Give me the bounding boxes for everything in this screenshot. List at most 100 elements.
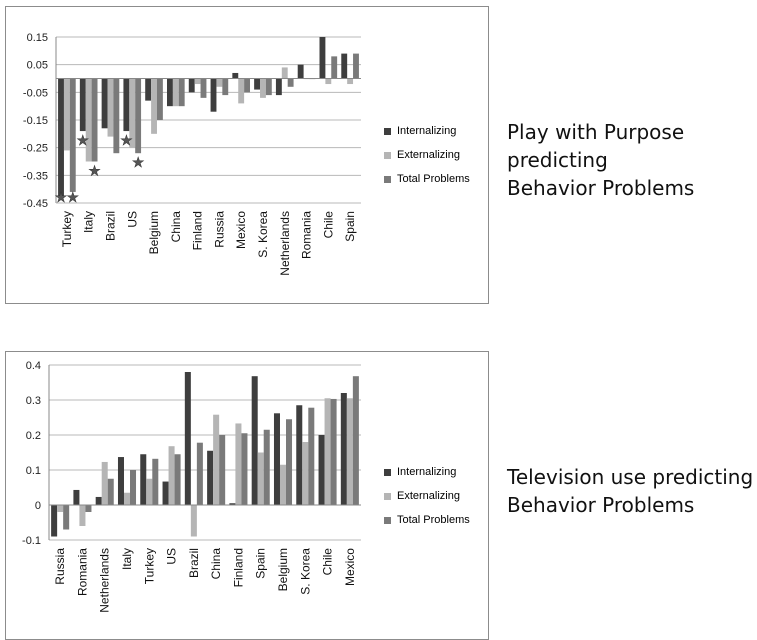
bar-italy-internalizing [117, 457, 124, 505]
bar-belgium-internalizing [145, 78, 152, 101]
bar-turkey-externalizing [63, 78, 70, 151]
bar-netherlands-total-problems [287, 78, 294, 87]
x-tick-label-italy: Italy [120, 548, 134, 570]
legend-item-externalizing: Externalizing [384, 143, 470, 167]
x-tick-label-mexico: Mexico [343, 548, 357, 586]
bar-turkey-internalizing [140, 454, 147, 505]
bar-russia-externalizing [57, 505, 64, 512]
x-tick-label-china: China [209, 548, 223, 580]
bar-chile-externalizing [325, 78, 332, 85]
legend-label-total-problems: Total Problems [397, 514, 470, 526]
x-tick-label-romania: Romania [75, 548, 89, 596]
bar-chile-externalizing [324, 398, 331, 505]
y-tick-label: -0.05 [23, 87, 48, 99]
bar-turkey-total-problems [152, 458, 159, 505]
bar-finland-externalizing [235, 423, 242, 505]
bar-brazil-internalizing [101, 78, 108, 129]
legend-label-total-problems: Total Problems [397, 173, 470, 185]
bar-us-total-problems [174, 454, 181, 505]
x-tick-label-turkey: Turkey [60, 211, 74, 247]
legend-swatch-total-problems [384, 175, 391, 183]
x-tick-label-spain: Spain [343, 211, 357, 242]
x-tick-label-chile: Chile [321, 548, 335, 576]
bar-chile-total-problems [331, 56, 338, 79]
bar-mexico-total-problems [244, 78, 251, 93]
bar-belgium-externalizing [279, 464, 287, 505]
bar-mexico-externalizing [346, 398, 353, 505]
legend-swatch-externalizing [384, 492, 391, 500]
bar-s-korea-total-problems [265, 78, 272, 96]
significance-star-turkey: ★ [55, 190, 68, 206]
bar-russia-internalizing [210, 78, 217, 112]
bar-s-korea-externalizing [260, 78, 266, 98]
bar-italy-total-problems [130, 470, 137, 505]
chart-play-with-purpose: 0.15 0.05 -0.05 -0.15 -0.25 -0.35 -0.45 Turkey I… [23, 32, 361, 276]
bar-spain-internalizing [251, 376, 258, 505]
x-tick-label-belgium: Belgium [276, 548, 290, 591]
bar-us-total-problems [135, 78, 142, 154]
chart-television-use: 0.4 0.3 0.2 0.1 0 -0.1 Russia Romania Netherland… [22, 360, 361, 613]
y-tick-label: 0.3 [26, 395, 41, 407]
bar-romania-internalizing [297, 64, 304, 79]
bar-us-externalizing [168, 446, 175, 505]
bar-netherlands-externalizing [101, 461, 108, 505]
bar-china-internalizing [166, 78, 173, 107]
legend-item-internalizing: Internalizing [384, 460, 470, 484]
bar-brazil-externalizing [190, 505, 197, 537]
bar-spain-internalizing [341, 53, 348, 79]
bar-netherlands-internalizing [95, 496, 102, 505]
bar-russia-total-problems [63, 505, 70, 530]
legend-item-internalizing: Internalizing [384, 119, 470, 143]
x-tick-label-romania: Romania [300, 211, 314, 259]
bar-s-korea-internalizing [296, 405, 303, 505]
bar-china-externalizing [172, 78, 179, 107]
significance-star-us: ★ [132, 155, 145, 171]
bar-belgium-internalizing [273, 413, 280, 505]
bar-mexico-internalizing [232, 72, 239, 79]
bar-finland-externalizing [194, 78, 201, 85]
bar-china-total-problems [219, 435, 226, 505]
x-tick-label-russia: Russia [212, 211, 226, 248]
bar-brazil-internalizing [184, 372, 191, 505]
x-tick-label-us: US [125, 211, 139, 228]
y-tick-label: 0.2 [26, 430, 41, 442]
x-tick-label-turkey: Turkey [142, 548, 156, 584]
legend-label-externalizing: Externalizing [397, 490, 460, 502]
bar-brazil-total-problems [113, 78, 120, 154]
bar-belgium-externalizing [151, 78, 157, 134]
legend-swatch-internalizing [384, 468, 391, 476]
y-tick-label: 0.15 [27, 32, 48, 44]
x-tick-label-finland: Finland [231, 548, 245, 587]
legend-swatch-total-problems [384, 516, 391, 524]
legend-television: Internalizing Externalizing Total Proble… [384, 460, 470, 532]
legend-label-externalizing: Externalizing [397, 149, 460, 161]
legend-item-total-problems: Total Problems [384, 167, 470, 191]
bar-mexico-internalizing [340, 393, 347, 505]
chart-panel-play: 0.15 0.05 -0.05 -0.15 -0.25 -0.35 -0.45 Turkey I… [5, 6, 489, 304]
bar-turkey-externalizing [146, 478, 153, 505]
bar-italy-externalizing [85, 78, 92, 162]
bar-finland-internalizing [188, 78, 195, 93]
caption-television-line-2: Behavior Problems [507, 493, 695, 517]
bar-mexico-externalizing [238, 78, 245, 104]
bar-spain-total-problems [353, 53, 359, 79]
bar-russia-externalizing [216, 78, 223, 87]
x-tick-label-italy: Italy [82, 211, 96, 233]
bar-chile-total-problems [330, 398, 337, 505]
caption-television: Television use predicting Behavior Probl… [507, 463, 753, 519]
caption-play-line-3: Behavior Problems [507, 176, 695, 200]
y-tick-label: 0.1 [26, 465, 41, 477]
bar-s-korea-externalizing [302, 442, 309, 505]
bar-brazil-total-problems [196, 442, 203, 505]
x-tick-label-russia: Russia [53, 548, 67, 585]
bar-romania-externalizing [79, 505, 86, 526]
caption-play-line-2: predicting [507, 148, 608, 172]
bar-s-korea-internalizing [254, 78, 261, 90]
legend-item-externalizing: Externalizing [384, 484, 470, 508]
x-tick-label-finland: Finland [191, 211, 205, 250]
bar-china-total-problems [178, 78, 185, 107]
significance-star-italy: ★ [77, 133, 90, 149]
bar-belgium-total-problems [156, 78, 163, 120]
y-tick-label: 0.05 [27, 60, 48, 72]
legend-play: Internalizing Externalizing Total Proble… [384, 119, 470, 191]
